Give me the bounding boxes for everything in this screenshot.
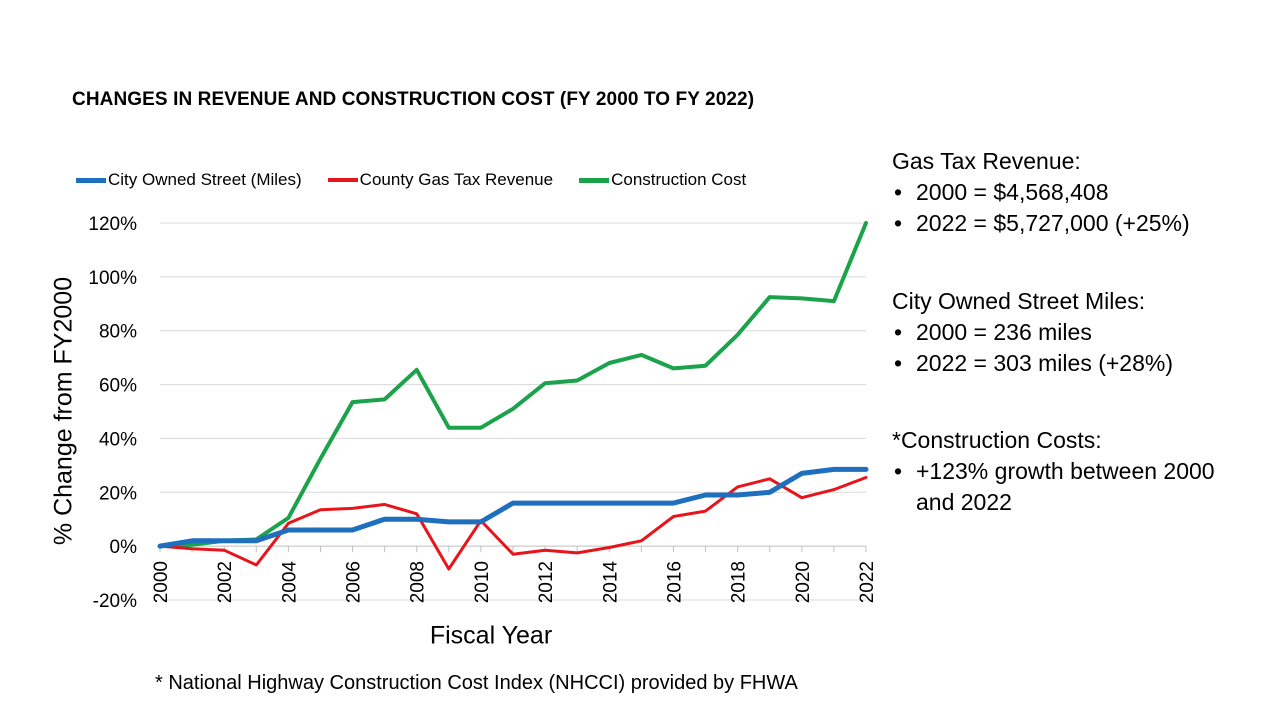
- gas-tax-item-2000: 2000 = $4,568,408: [892, 177, 1190, 208]
- y-tick-label: -20%: [93, 591, 137, 612]
- series-line-county-gas-tax-revenue: [158, 476, 868, 571]
- construction-summary: *Construction Costs: +123% growth betwee…: [892, 425, 1216, 518]
- x-tick-label: 2004: [279, 561, 300, 604]
- y-tick-label: 120%: [88, 214, 137, 235]
- x-tick-label: 2000: [151, 561, 172, 603]
- construction-item-growth: +123% growth between 2000 and 2022: [892, 456, 1216, 518]
- gas-tax-summary: Gas Tax Revenue: 2000 = $4,568,408 2022 …: [892, 146, 1190, 239]
- x-tick-label: 2020: [793, 561, 814, 603]
- x-tick-label: 2010: [472, 561, 493, 603]
- y-tick-label: 60%: [99, 376, 137, 397]
- gas-tax-list: 2000 = $4,568,408 2022 = $5,727,000 (+25…: [892, 177, 1190, 239]
- legend-label-gas-tax: County Gas Tax Revenue: [359, 170, 554, 189]
- gas-tax-heading: Gas Tax Revenue:: [892, 148, 1081, 174]
- series-line-city-owned-street-miles: [157, 466, 869, 549]
- construction-list: +123% growth between 2000 and 2022: [892, 456, 1216, 518]
- construction-heading: *Construction Costs:: [892, 427, 1102, 453]
- footnote: * National Highway Construction Cost Ind…: [155, 672, 798, 694]
- legend-swatch-city-street: [76, 177, 106, 183]
- x-tick-label: 2022: [857, 561, 878, 603]
- street-miles-item-2022: 2022 = 303 miles (+28%): [892, 348, 1173, 379]
- axis-layer: -20% 0% 20% 40% 60% 80% 100% 120% 2000 2002 2004 20…: [88, 214, 878, 612]
- x-tick-label: 2012: [536, 561, 557, 603]
- y-tick-label: 80%: [99, 322, 137, 343]
- gas-tax-item-2022: 2022 = $5,727,000 (+25%): [892, 208, 1190, 239]
- series-layer: [157, 221, 869, 571]
- legend-swatch-construction: [579, 177, 610, 183]
- x-axis-label: Fiscal Year: [429, 621, 553, 650]
- y-axis-label: % Change from FY2000: [49, 276, 78, 546]
- grid-layer: [160, 222, 866, 601]
- y-tick-label: 100%: [88, 268, 137, 289]
- legend-item-city-street: City Owned Street (Miles): [76, 170, 302, 190]
- street-miles-list: 2000 = 236 miles 2022 = 303 miles (+28%): [892, 317, 1173, 379]
- chart-legend: City Owned Street (Miles) County Gas Tax…: [76, 169, 772, 191]
- x-tick-label: 2006: [344, 561, 365, 603]
- legend-item-gas-tax: County Gas Tax Revenue: [327, 170, 554, 190]
- street-miles-summary: City Owned Street Miles: 2000 = 236 mile…: [892, 286, 1173, 379]
- series-line-construction-cost: [158, 221, 868, 549]
- y-tick-label: 20%: [99, 483, 137, 504]
- legend-item-construction: Construction Cost: [579, 170, 746, 190]
- x-tick-label: 2014: [600, 561, 621, 604]
- y-tick-label: 0%: [110, 537, 138, 558]
- y-tick-label: 40%: [99, 429, 137, 450]
- legend-label-city-street: City Owned Street (Miles): [108, 170, 302, 189]
- street-miles-heading: City Owned Street Miles:: [892, 288, 1146, 314]
- legend-swatch-gas-tax: [327, 178, 358, 182]
- x-tick-label: 2002: [215, 561, 236, 603]
- chart-title: CHANGES IN REVENUE AND CONSTRUCTION COST…: [72, 89, 755, 110]
- street-miles-item-2000: 2000 = 236 miles: [892, 317, 1173, 348]
- x-tick-label: 2016: [664, 561, 685, 603]
- legend-label-construction: Construction Cost: [611, 170, 747, 189]
- x-tick-label: 2018: [729, 561, 750, 603]
- x-tick-label: 2008: [408, 561, 429, 603]
